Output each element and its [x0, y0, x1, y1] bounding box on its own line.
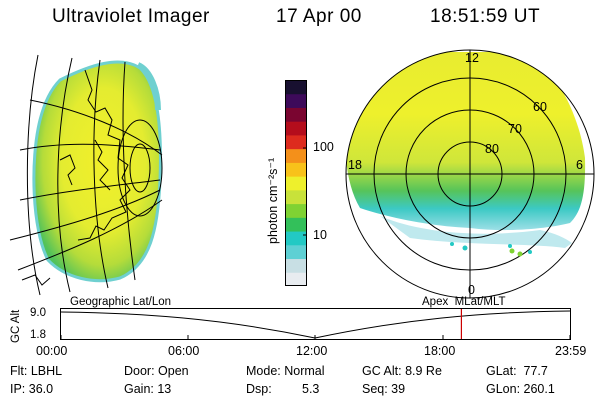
colorbar-band	[285, 203, 307, 218]
aurora-image-geo	[32, 60, 162, 283]
colorbar-band	[285, 231, 307, 246]
mlat-label-60: 60	[533, 100, 547, 114]
mlat-label-80: 80	[485, 142, 499, 156]
colorbar-band	[285, 93, 307, 108]
timeline-axis-label: GC Alt	[10, 309, 22, 343]
mlt-label-top: 12	[465, 51, 479, 65]
status-dsp-value: 5.3	[302, 382, 320, 396]
colorbar-band	[285, 148, 307, 163]
geographic-projection-label: Geographic Lat/Lon	[70, 296, 172, 308]
coastline	[21, 69, 131, 286]
colorbar-band	[285, 134, 307, 150]
timeline-xtick-2: 12:00	[296, 344, 328, 358]
colorbar-band	[285, 107, 307, 122]
colorbar	[285, 80, 307, 286]
status-glat: GLat: 77.7	[486, 364, 548, 378]
colorbar-band	[285, 80, 307, 95]
status-seq: Seq: 39	[362, 382, 406, 396]
polar-grid	[345, 49, 595, 299]
mlt-label-left: 18	[348, 158, 362, 172]
timeline-plot	[60, 308, 571, 340]
status-door: Door: Open	[124, 364, 189, 378]
status-gc-alt: GC Alt: 8.9 Re	[362, 364, 442, 378]
colorbar-band	[285, 176, 307, 191]
colorbar-tick-100: 100	[313, 140, 334, 154]
colorbar-band	[285, 217, 307, 232]
colorbar-band	[285, 189, 307, 205]
geographic-map	[9, 54, 163, 296]
date-label: 17 Apr 00	[276, 6, 362, 27]
colorbar-band	[285, 121, 307, 136]
altitude-curve	[60, 310, 571, 339]
aurora-image-polar	[346, 52, 586, 231]
timeline-xtick-3: 18:00	[424, 344, 456, 358]
mlat-label-70: 70	[508, 122, 522, 136]
time-label: 18:51:59 UT	[430, 6, 541, 27]
timeline-ytick-high: 9.0	[30, 307, 46, 319]
colorbar-band	[285, 244, 307, 260]
status-gain: Gain: 13	[124, 382, 172, 396]
mlt-label-bottom: 0	[468, 283, 475, 297]
polar-map: 12 18 6 0 60 70 80	[345, 49, 595, 299]
status-filter: Flt: LBHL	[10, 364, 63, 378]
colorbar-band	[285, 162, 307, 177]
lat-lon-grid	[9, 54, 163, 296]
colorbar-unit-label: photon cm⁻²s⁻¹	[266, 157, 280, 244]
apex-projection-label: Apex MLat/MLT	[422, 296, 506, 308]
instrument-title: Ultraviolet Imager	[52, 6, 210, 27]
status-glon: GLon: 260.1	[486, 382, 555, 396]
colorbar-band	[285, 272, 307, 286]
colorbar-tick-10: 10	[313, 228, 327, 242]
timeline-xtick-4: 23:59	[555, 344, 587, 358]
status-dsp-label: Dsp:	[246, 382, 272, 396]
timeline-ytick-low: 1.8	[30, 329, 46, 341]
timeline-xtick-1: 06:00	[168, 344, 200, 358]
timeline-xtick-0: 00:00	[36, 344, 68, 358]
mlt-label-right: 6	[576, 158, 583, 172]
status-ip: IP: 36.0	[10, 382, 54, 396]
colorbar-band	[285, 258, 307, 273]
status-mode: Mode: Normal	[246, 364, 325, 378]
